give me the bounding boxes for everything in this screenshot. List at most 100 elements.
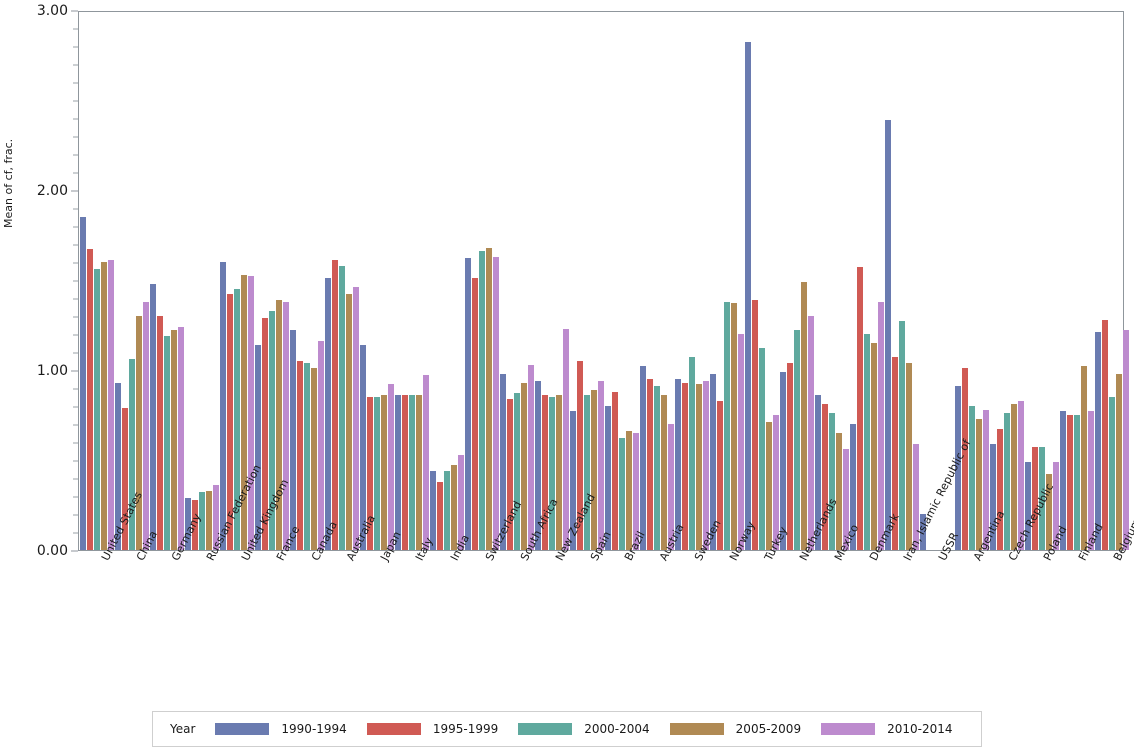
bar[interactable] — [1052, 461, 1059, 550]
bar[interactable] — [79, 217, 86, 550]
bar[interactable] — [996, 429, 1003, 550]
bar[interactable] — [359, 344, 366, 550]
bar[interactable] — [93, 269, 100, 550]
bar[interactable] — [268, 310, 275, 550]
bar[interactable] — [86, 249, 93, 550]
bar[interactable] — [842, 449, 849, 550]
bar[interactable] — [464, 258, 471, 550]
bar[interactable] — [723, 301, 730, 550]
bar[interactable] — [632, 433, 639, 550]
bar[interactable] — [296, 361, 303, 550]
bar[interactable] — [142, 301, 149, 550]
bar[interactable] — [520, 382, 527, 550]
bar[interactable] — [394, 395, 401, 550]
bar[interactable] — [1073, 415, 1080, 550]
bar[interactable] — [303, 362, 310, 550]
bar[interactable] — [156, 316, 163, 550]
bar[interactable] — [198, 492, 205, 550]
bar[interactable] — [583, 395, 590, 550]
bar[interactable] — [821, 404, 828, 550]
bar[interactable] — [541, 395, 548, 550]
bar[interactable] — [884, 119, 891, 550]
bar[interactable] — [1122, 330, 1129, 550]
bar[interactable] — [695, 384, 702, 550]
bar[interactable] — [338, 265, 345, 550]
bar[interactable] — [366, 397, 373, 550]
bar[interactable] — [646, 379, 653, 550]
bar[interactable] — [163, 335, 170, 550]
bar[interactable] — [569, 411, 576, 550]
bar[interactable] — [555, 395, 562, 550]
bar[interactable] — [331, 260, 338, 550]
bar[interactable] — [639, 366, 646, 550]
bar[interactable] — [912, 443, 919, 550]
bar[interactable] — [793, 330, 800, 550]
bar[interactable] — [422, 375, 429, 550]
bar[interactable] — [870, 343, 877, 550]
bar[interactable] — [513, 393, 520, 550]
bar[interactable] — [1108, 397, 1115, 550]
bar[interactable] — [499, 373, 506, 550]
bar[interactable] — [562, 328, 569, 550]
bar[interactable] — [310, 368, 317, 550]
bar[interactable] — [282, 301, 289, 550]
bar[interactable] — [436, 481, 443, 550]
bar[interactable] — [730, 303, 737, 550]
bar[interactable] — [1101, 319, 1108, 550]
bar[interactable] — [807, 316, 814, 550]
bar[interactable] — [450, 465, 457, 550]
bar[interactable] — [212, 485, 219, 550]
bar[interactable] — [492, 256, 499, 550]
bar[interactable] — [373, 397, 380, 550]
bar[interactable] — [443, 470, 450, 550]
bar[interactable] — [177, 326, 184, 550]
bar[interactable] — [674, 379, 681, 550]
bar[interactable] — [667, 424, 674, 550]
bar[interactable] — [989, 443, 996, 550]
bar[interactable] — [828, 413, 835, 550]
bar[interactable] — [471, 278, 478, 550]
bar[interactable] — [814, 395, 821, 550]
legend-entry[interactable]: 1990-1994 — [215, 722, 347, 736]
bar[interactable] — [289, 330, 296, 550]
bar[interactable] — [975, 418, 982, 550]
bar[interactable] — [786, 362, 793, 550]
bar[interactable] — [401, 395, 408, 550]
bar[interactable] — [275, 299, 282, 550]
legend-entry[interactable]: 2000-2004 — [518, 722, 650, 736]
bar[interactable] — [191, 499, 198, 550]
bar[interactable] — [135, 316, 142, 550]
bar[interactable] — [254, 344, 261, 550]
bar[interactable] — [527, 364, 534, 550]
bar[interactable] — [247, 276, 254, 550]
bar[interactable] — [1115, 373, 1122, 550]
bar[interactable] — [681, 382, 688, 550]
bar[interactable] — [387, 384, 394, 550]
bar[interactable] — [737, 334, 744, 550]
bar[interactable] — [380, 395, 387, 550]
bar[interactable] — [1038, 447, 1045, 550]
bar[interactable] — [219, 262, 226, 550]
bar[interactable] — [534, 380, 541, 550]
bar[interactable] — [1024, 461, 1031, 550]
bar[interactable] — [835, 433, 842, 550]
bar[interactable] — [128, 359, 135, 550]
bar[interactable] — [324, 278, 331, 550]
bar[interactable] — [653, 386, 660, 550]
bar[interactable] — [898, 321, 905, 550]
bar[interactable] — [1031, 447, 1038, 550]
bar[interactable] — [233, 289, 240, 550]
bar[interactable] — [317, 341, 324, 550]
bar[interactable] — [352, 287, 359, 550]
bar[interactable] — [240, 274, 247, 550]
bar[interactable] — [226, 294, 233, 550]
bar[interactable] — [457, 454, 464, 550]
bar[interactable] — [1059, 411, 1066, 550]
bar[interactable] — [849, 424, 856, 550]
bar[interactable] — [772, 415, 779, 550]
bar[interactable] — [800, 281, 807, 550]
bar[interactable] — [205, 490, 212, 550]
bar[interactable] — [429, 470, 436, 550]
bar[interactable] — [709, 373, 716, 550]
bar[interactable] — [611, 391, 618, 550]
